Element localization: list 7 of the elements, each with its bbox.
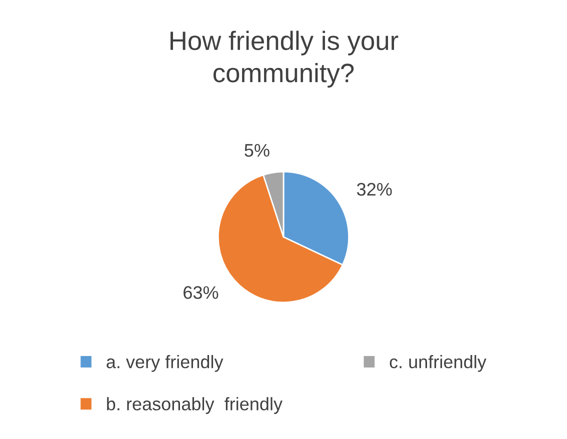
chart-title: How friendly is your community?	[170, 30, 398, 88]
legend-label: c. unfriendly	[390, 355, 486, 372]
legend-label: a. very friendly	[106, 355, 224, 372]
data-label: 5%	[244, 144, 270, 157]
data-label: 63%	[184, 286, 218, 299]
data-label: 32%	[356, 182, 392, 196]
legend-label: b. reasonably friendly	[107, 397, 282, 414]
